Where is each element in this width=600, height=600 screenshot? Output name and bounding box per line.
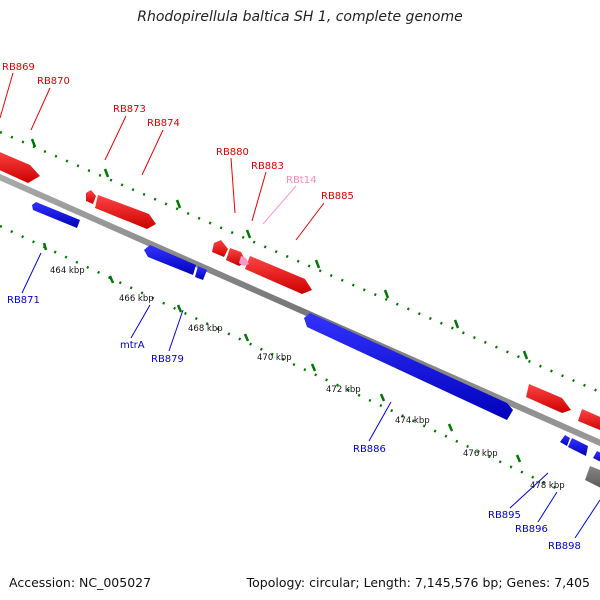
accession-label: Accession: NC_005027 (9, 575, 152, 590)
outer-major-ticks (30, 138, 529, 360)
gene-label-mtra: mtrA (120, 340, 145, 351)
reverse-label-leaders (21, 252, 600, 539)
gene-label-rb883: RB883 (251, 161, 284, 172)
rna-genes (239, 256, 249, 266)
rna-label-leaders (262, 185, 297, 225)
gene-label-rb869: RB869 (2, 62, 35, 73)
ruler-label: 468 kbp (188, 324, 223, 334)
ruler-label: 474 kbp (395, 416, 430, 426)
forward-gene-labels: RB869 RB870 RB873 RB874 RB880 RB883 RB88… (2, 62, 354, 202)
gene-mtra (144, 245, 196, 275)
other-features (585, 466, 600, 488)
gene-label-rb885: RB885 (321, 191, 354, 202)
gene-label-rbt14: RBt14 (286, 175, 316, 186)
gene-label-rb871: RB871 (7, 295, 40, 306)
ruler-label: 464 kbp (50, 266, 85, 276)
gene-rb869 (0, 152, 40, 183)
gene-rb879 (195, 266, 207, 280)
gene-rb886 (304, 313, 513, 420)
gene-rb896 (568, 438, 588, 456)
gene-label-rb873: RB873 (113, 104, 146, 115)
reverse-gene-labels: RB871 mtrA RB879 RB886 RB895 RB896 RB898 (7, 295, 581, 552)
gene-label-rb898: RB898 (548, 541, 581, 552)
gene-rb874 (95, 195, 156, 229)
gene-label-rb886: RB886 (353, 444, 386, 455)
forward-label-leaders (0, 72, 325, 241)
reverse-genes (32, 202, 600, 462)
outer-tick-track (0, 130, 600, 394)
gene-label-rb874: RB874 (147, 118, 180, 129)
gene-rbt14 (239, 256, 249, 266)
rna-gene-labels: RBt14 (286, 175, 316, 186)
ruler-labels: 464 kbp 466 kbp 468 kbp 470 kbp 472 kbp … (50, 266, 565, 491)
forward-genes (0, 152, 600, 430)
ruler-label: 476 kbp (463, 449, 498, 459)
gene-label-rb879: RB879 (151, 354, 184, 365)
ruler-label: 478 kbp (530, 481, 565, 491)
feature-gray (585, 466, 600, 488)
genome-backbone (0, 173, 600, 447)
gene-rb895 (560, 435, 570, 446)
ruler-label: 472 kbp (326, 385, 361, 395)
gene-forward-b (578, 409, 600, 430)
gene-rb898 (593, 451, 600, 462)
gene-label-rb895: RB895 (488, 510, 521, 521)
gene-forward-a (526, 384, 571, 413)
ruler-label: 466 kbp (119, 294, 154, 304)
gene-label-rb896: RB896 (515, 524, 548, 535)
inner-major-ticks (42, 242, 522, 463)
gene-rb871 (32, 202, 80, 228)
ruler-label: 470 kbp (257, 353, 292, 363)
genome-summary: Topology: circular; Length: 7,145,576 bp… (246, 575, 590, 590)
map-title: Rhodopirellula baltica SH 1, complete ge… (137, 9, 463, 25)
gene-label-rb870: RB870 (37, 76, 70, 87)
gene-label-rb880: RB880 (216, 147, 249, 158)
gene-rb880 (212, 240, 228, 257)
gene-rb885 (245, 256, 312, 294)
gene-rb873a (86, 190, 96, 204)
